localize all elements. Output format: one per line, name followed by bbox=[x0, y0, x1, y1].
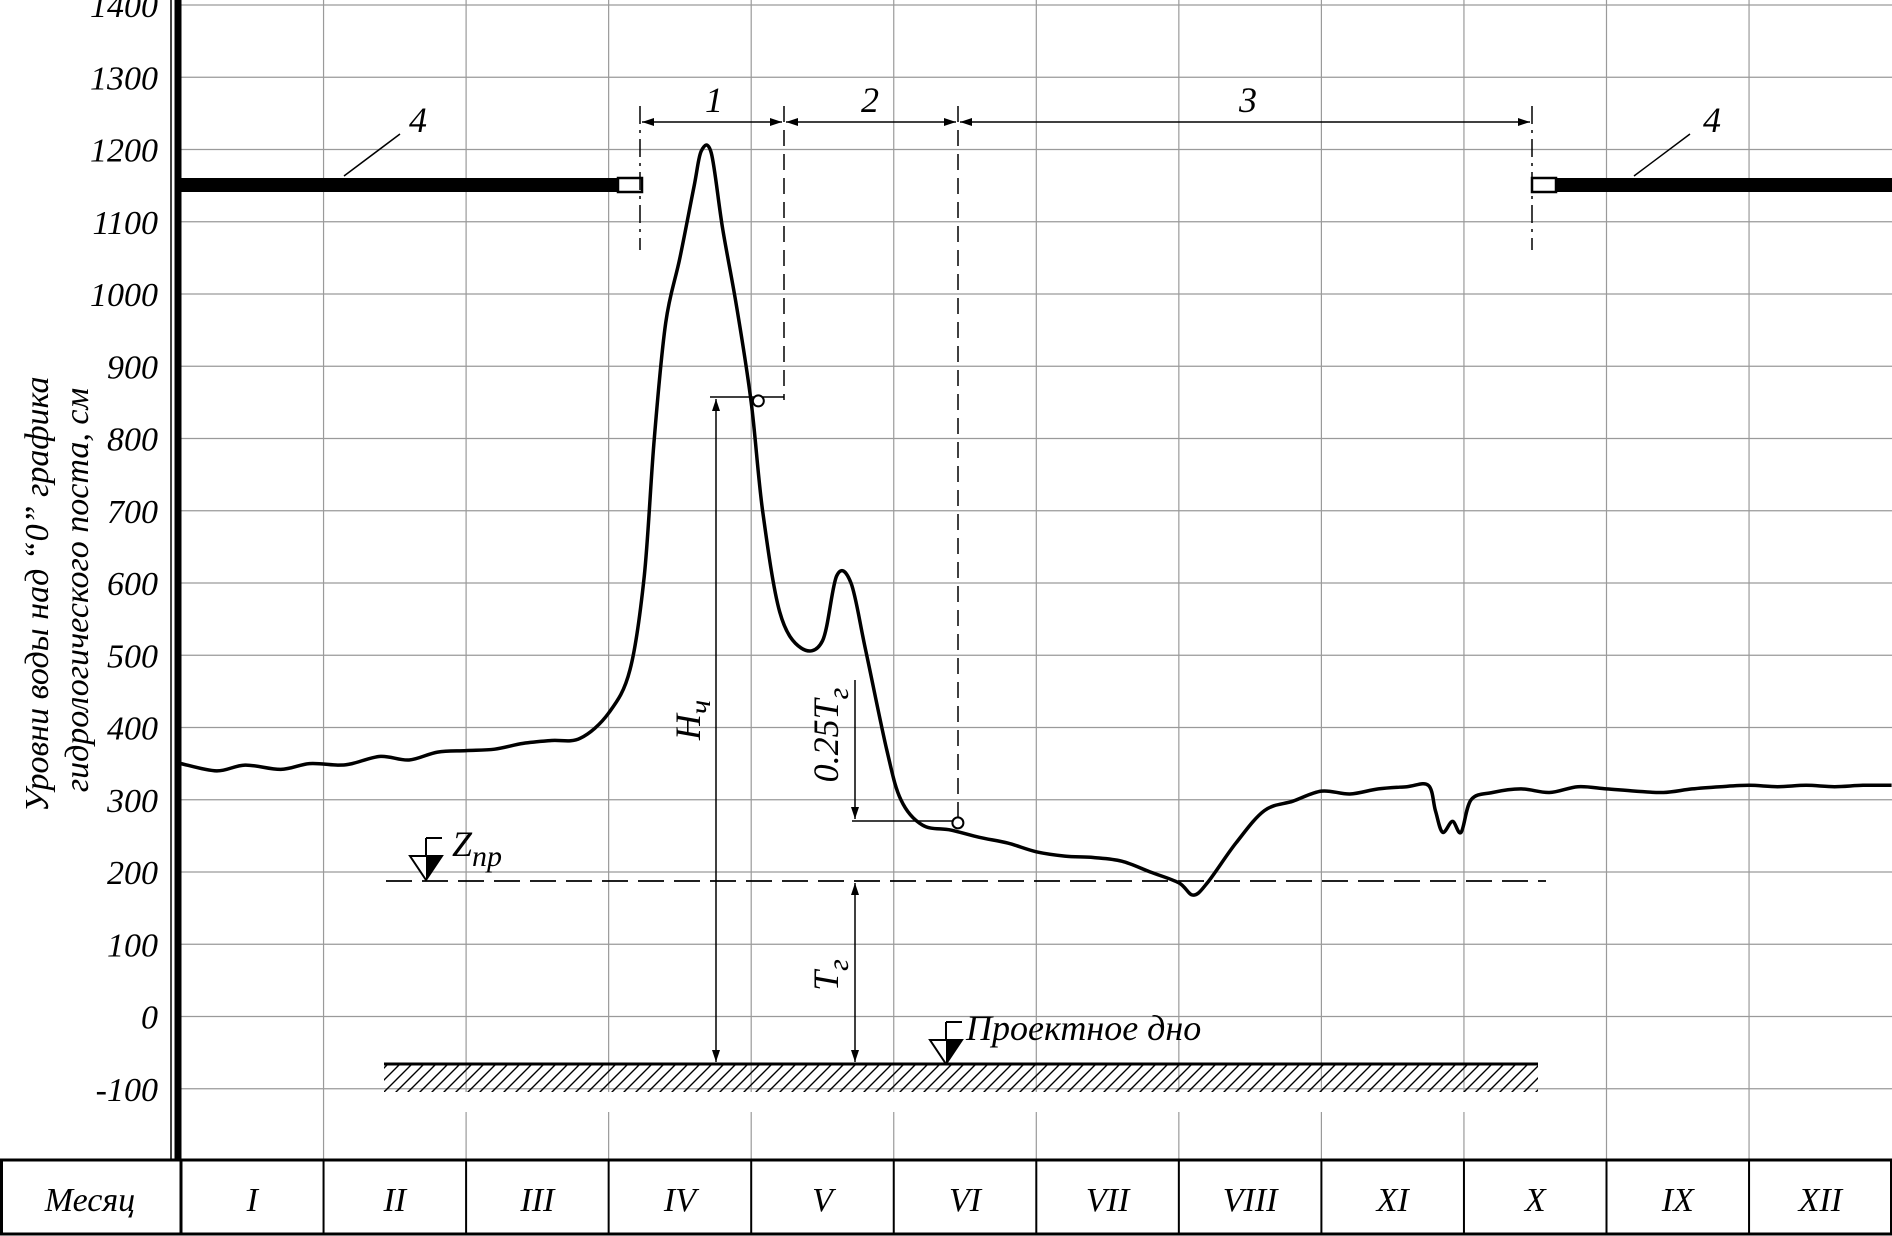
month-label: VI bbox=[949, 1182, 983, 1219]
month-table-border bbox=[0, 1158, 1892, 1236]
ice-label-leader-left bbox=[343, 133, 401, 177]
y-tick-label: 700 bbox=[107, 494, 158, 531]
period-dimension-lines: 1 2 3 bbox=[639, 80, 1533, 822]
month-label: X bbox=[1523, 1182, 1547, 1219]
point-h-max bbox=[751, 394, 765, 408]
y-axis bbox=[170, 0, 182, 1160]
y-tick-label: 800 bbox=[107, 422, 158, 459]
period-label-3: 3 bbox=[1238, 80, 1257, 120]
month-label: V bbox=[812, 1182, 837, 1219]
design-bottom-hatch-mask bbox=[360, 1092, 1560, 1112]
y-axis-label: Уровни воды над “0” графика гидрологичес… bbox=[19, 368, 96, 812]
ice-bar-right-end bbox=[1530, 176, 1558, 194]
t-label-main: T bbox=[806, 968, 846, 991]
ice-label-leader-right bbox=[1633, 133, 1691, 177]
design-bottom: Проектное дно bbox=[360, 1008, 1560, 1112]
y-tick-label: 100 bbox=[107, 927, 158, 964]
month-label: II bbox=[382, 1182, 407, 1219]
y-tick-label: 400 bbox=[107, 711, 158, 748]
month-table: Месяц I II III IV V VI VII VIII XI X IX XII bbox=[0, 1158, 1892, 1236]
design-bottom-hatch bbox=[384, 1064, 1538, 1092]
h-label: Hч bbox=[668, 700, 717, 741]
y-tick-label: 1000 bbox=[90, 277, 158, 314]
z-np-level: Zпр bbox=[386, 824, 1546, 882]
y-tick-label: 200 bbox=[107, 855, 158, 892]
month-header-label: Месяц bbox=[44, 1182, 135, 1219]
z-np-label-main: Z bbox=[452, 824, 473, 864]
month-label: XI bbox=[1375, 1182, 1411, 1219]
qt-label-sub: г bbox=[822, 687, 855, 699]
design-bottom-marker-fill bbox=[946, 1040, 962, 1064]
y-tick-labels: 1400130012001100100090080070060050040030… bbox=[90, 0, 158, 1109]
series-layer bbox=[180, 143, 1892, 897]
z-np-label-sub: пр bbox=[472, 840, 502, 873]
period-label-1: 1 bbox=[705, 80, 723, 120]
y-tick-label: 1100 bbox=[93, 205, 158, 242]
month-label: III bbox=[519, 1182, 556, 1219]
y-tick-label: 500 bbox=[107, 638, 158, 675]
z-np-label: Zпр bbox=[452, 824, 502, 873]
ice-period-bars: 4 4 bbox=[181, 100, 1892, 194]
hydrograph-line bbox=[180, 143, 1892, 897]
month-label: I bbox=[246, 1182, 260, 1219]
z-np-marker-fill bbox=[426, 856, 442, 880]
y-axis-label-line-2: гидрологического поста, см bbox=[59, 388, 96, 792]
t-label: Tг bbox=[806, 959, 855, 991]
month-cells: I II III IV V VI VII VIII XI X IX XII bbox=[246, 1160, 1844, 1234]
h-label-sub: ч bbox=[684, 700, 717, 714]
y-tick-label: 900 bbox=[107, 349, 158, 386]
y-tick-label: 0 bbox=[141, 1000, 158, 1037]
point-t-start bbox=[951, 816, 965, 830]
ice-bar-left-end bbox=[616, 176, 644, 194]
y-tick-label: -100 bbox=[96, 1072, 158, 1109]
ice-label-left: 4 bbox=[409, 100, 427, 140]
y-tick-label: 600 bbox=[107, 566, 158, 603]
y-tick-label: 1200 bbox=[90, 133, 158, 170]
t-label-sub: г bbox=[822, 959, 855, 971]
period-label-2: 2 bbox=[861, 80, 879, 120]
month-label: VIII bbox=[1223, 1182, 1279, 1219]
y-axis-label-line-1: Уровни воды над “0” графика bbox=[19, 376, 56, 812]
grid bbox=[181, 0, 1892, 1160]
ice-bar-right bbox=[1556, 178, 1892, 192]
y-tick-label: 1400 bbox=[90, 0, 158, 25]
depth-dimensions: Hч 0.25Tг Tг bbox=[668, 396, 958, 1062]
month-label: IV bbox=[663, 1182, 700, 1219]
design-bottom-label: Проектное дно bbox=[965, 1008, 1201, 1048]
qt-label-main: 0.25T bbox=[806, 696, 846, 782]
ice-bar-left bbox=[181, 178, 618, 192]
y-tick-label: 1300 bbox=[90, 60, 158, 97]
ice-label-right: 4 bbox=[1703, 100, 1721, 140]
month-label: XII bbox=[1797, 1182, 1844, 1219]
h-label-main: H bbox=[668, 712, 708, 741]
qt-label: 0.25Tг bbox=[806, 687, 855, 782]
month-label: IX bbox=[1661, 1182, 1695, 1219]
month-label: VII bbox=[1086, 1182, 1131, 1219]
y-tick-label: 300 bbox=[106, 783, 158, 820]
